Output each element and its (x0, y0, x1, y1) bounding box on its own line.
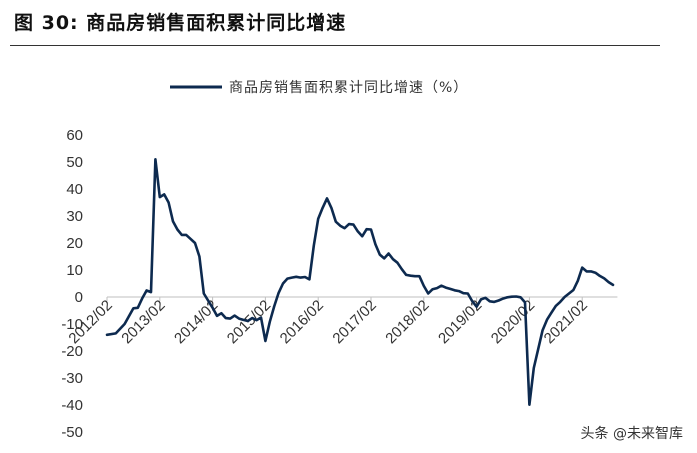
figure-title: 图 30: 商品房销售面积累计同比增速 (14, 12, 347, 34)
chart-legend: 商品房销售面积累计同比增速（%） (170, 80, 468, 96)
y-axis: 60 50 40 30 20 10 0 -10 -20 -30 -40 -50 (61, 127, 83, 441)
y-tick-label: 40 (66, 181, 83, 198)
y-tick-label: 20 (66, 235, 83, 252)
series-line-0 (105, 158, 615, 406)
x-tick-label: 2020/02 (488, 297, 538, 347)
series-layer (105, 158, 615, 406)
y-tick-label: 10 (66, 262, 83, 279)
watermark-text: 头条 @未来智库 (580, 426, 683, 442)
x-tick-label: 2021/02 (541, 297, 591, 347)
y-tick-label: -10 (61, 316, 83, 333)
y-tick-label: -40 (61, 397, 83, 414)
x-tick-label: 2014/02 (171, 297, 221, 347)
x-tick-label: 2017/02 (329, 297, 379, 347)
y-tick-label: 30 (66, 208, 83, 225)
y-tick-label: -30 (61, 370, 83, 387)
legend-label: 商品房销售面积累计同比增速（%） (229, 80, 468, 96)
title-divider (10, 45, 660, 46)
x-tick-label: 2018/02 (382, 297, 432, 347)
y-tick-label: 50 (66, 154, 83, 171)
y-tick-label: 60 (66, 127, 83, 144)
y-tick-label: 0 (75, 289, 83, 306)
x-tick-label: 2016/02 (277, 297, 327, 347)
y-tick-label: -20 (61, 343, 83, 360)
y-tick-label: -50 (61, 424, 83, 441)
x-axis: 2012/02 2013/02 2014/02 2015/02 2016/02 2017/… (65, 296, 618, 347)
